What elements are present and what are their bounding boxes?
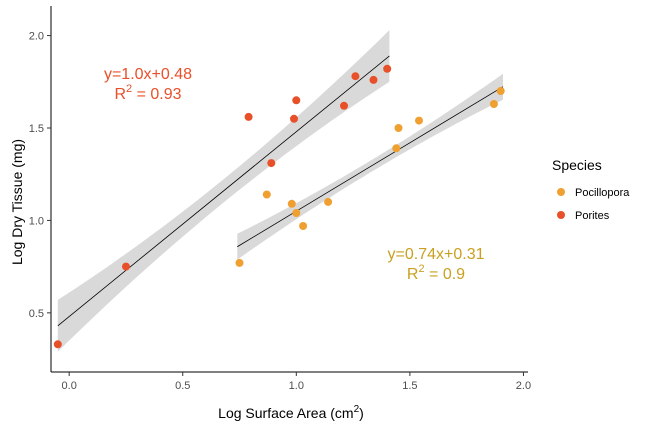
- x-axis-title-end: ): [359, 405, 364, 421]
- data-point-porites-2: [244, 112, 253, 121]
- data-point-pocillopora-3: [292, 209, 301, 217]
- data-point-porites-7: [351, 72, 360, 81]
- data-point-pocillopora-9: [489, 100, 498, 108]
- fit-line-porites: [57, 55, 390, 327]
- legend-key-porites: [557, 211, 565, 219]
- fit-line-pocillopora: [237, 86, 504, 248]
- data-point-pocillopora-4: [299, 222, 308, 230]
- data-point-pocillopora-1: [262, 190, 271, 199]
- data-point-pocillopora-5: [324, 197, 333, 206]
- data-point-pocillopora-8: [415, 116, 423, 125]
- data-point-porites-6: [340, 101, 348, 110]
- data-point-pocillopora-7: [394, 124, 403, 132]
- y-tick-label-0: 0.5: [29, 308, 44, 320]
- y-tick-label-2: 1.5: [29, 123, 44, 135]
- annotation-porites-r2-sup: 2: [126, 83, 132, 95]
- annotation-pocillopora-r2-sup: 2: [418, 263, 424, 275]
- data-point-pocillopora-0: [235, 258, 244, 267]
- x-tick-label-2: 1.0: [289, 380, 304, 392]
- y-axis-title: Log Dry Tissue (mg): [9, 139, 25, 265]
- annotation-pocillopora-r2: R2 = 0.9: [407, 263, 465, 283]
- data-point-porites-1: [122, 262, 130, 271]
- x-tick-label-0: 0.0: [62, 380, 77, 392]
- annotation-porites-r2-label: R: [114, 86, 126, 103]
- data-point-porites-3: [267, 159, 276, 168]
- annotation-porites-r2-value: = 0.93: [132, 86, 181, 103]
- y-tick-label-1: 1.0: [29, 215, 44, 227]
- x-axis-title: Log Surface Area (cm2): [218, 404, 364, 421]
- x-tick-label-1: 0.5: [175, 380, 190, 392]
- legend-key-pocillopora: [557, 188, 565, 196]
- data-point-porites-0: [53, 340, 62, 349]
- data-point-porites-4: [290, 114, 298, 123]
- x-axis-title-sup: 2: [354, 404, 360, 415]
- data-point-porites-5: [292, 96, 301, 105]
- data-point-pocillopora-6: [392, 144, 401, 153]
- x-axis-title-main: Log Surface Area (cm: [218, 405, 353, 421]
- x-tick-label-4: 2.0: [516, 380, 531, 392]
- annotation-pocillopora-r2-value: = 0.9: [425, 266, 466, 283]
- annotation-pocillopora-equation: y=0.74x+0.31: [388, 246, 485, 263]
- annotation-pocillopora: y=0.74x+0.31 R2 = 0.9: [388, 246, 485, 283]
- legend-label-porites: Porites: [575, 210, 610, 222]
- legend: Species Pocillopora Porites: [552, 157, 630, 222]
- annotation-pocillopora-r2-label: R: [407, 266, 419, 283]
- annotation-porites-r2: R2 = 0.93: [114, 83, 181, 103]
- data-point-porites-8: [369, 75, 378, 84]
- data-point-pocillopora-10: [496, 87, 505, 95]
- annotation-porites: y=1.0x+0.48 R2 = 0.93: [104, 66, 192, 103]
- legend-label-pocillopora: Pocillopora: [575, 187, 630, 199]
- data-point-pocillopora-2: [287, 199, 296, 208]
- annotation-porites-equation: y=1.0x+0.48: [104, 66, 192, 83]
- legend-title: Species: [552, 157, 602, 173]
- y-tick-label-3: 2.0: [29, 31, 44, 43]
- x-tick-label-3: 1.5: [402, 380, 417, 392]
- plot-area: 0.0 0.5 1.0 1.5 2.0 0.5 1.0 1.5 2.0: [29, 6, 531, 392]
- data-point-porites-9: [383, 64, 392, 73]
